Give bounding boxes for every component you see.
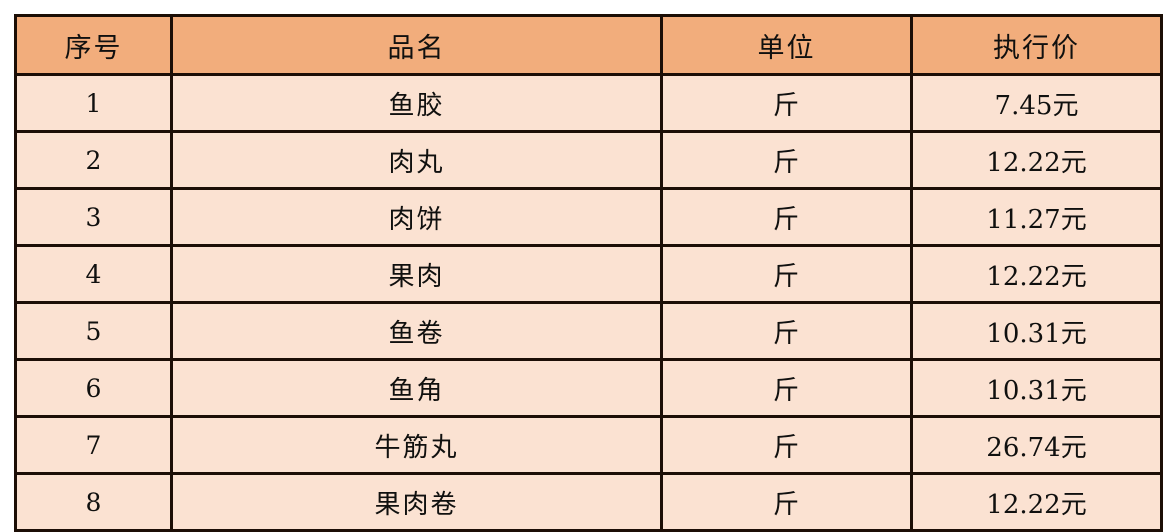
cell-name: 肉饼: [170, 187, 663, 247]
column-header-price: 执行价: [910, 14, 1163, 76]
cell-unit: 斤: [660, 415, 913, 475]
cell-name: 鱼胶: [170, 73, 663, 133]
cell-unit: 斤: [660, 187, 913, 247]
cell-unit: 斤: [660, 130, 913, 190]
cell-unit: 斤: [660, 301, 913, 361]
cell-price: 12.22元: [910, 130, 1163, 190]
cell-index: 1: [14, 73, 173, 133]
cell-price: 10.31元: [910, 358, 1163, 418]
cell-name: 鱼角: [170, 358, 663, 418]
cell-index: 8: [14, 472, 173, 532]
cell-unit: 斤: [660, 73, 913, 133]
price-table-container: 序号 品名 单位 执行价 1 鱼胶 斤 7.45元 2 肉丸 斤 12.22元: [14, 14, 1163, 532]
column-header-unit: 单位: [660, 14, 913, 76]
cell-name: 果肉: [170, 244, 663, 304]
cell-name: 牛筋丸: [170, 415, 663, 475]
cell-index: 3: [14, 187, 173, 247]
cell-unit: 斤: [660, 358, 913, 418]
column-header-index: 序号: [14, 14, 173, 76]
table-row: 4 果肉 斤 12.22元: [14, 244, 1163, 304]
table-row: 1 鱼胶 斤 7.45元: [14, 73, 1163, 133]
page-root: 序号 品名 单位 执行价 1 鱼胶 斤 7.45元 2 肉丸 斤 12.22元: [14, 14, 1163, 532]
cell-name: 果肉卷: [170, 472, 663, 532]
column-header-name: 品名: [170, 14, 663, 76]
cell-index: 2: [14, 130, 173, 190]
table-row: 5 鱼卷 斤 10.31元: [14, 301, 1163, 361]
cell-price: 12.22元: [910, 472, 1163, 532]
table-row: 6 鱼角 斤 10.31元: [14, 358, 1163, 418]
table-header: 序号 品名 单位 执行价: [14, 14, 1163, 76]
cell-name: 肉丸: [170, 130, 663, 190]
cell-unit: 斤: [660, 244, 913, 304]
table-row: 3 肉饼 斤 11.27元: [14, 187, 1163, 247]
cell-index: 6: [14, 358, 173, 418]
cell-unit: 斤: [660, 472, 913, 532]
cell-index: 4: [14, 244, 173, 304]
cell-price: 26.74元: [910, 415, 1163, 475]
cell-name: 鱼卷: [170, 301, 663, 361]
cell-price: 12.22元: [910, 244, 1163, 304]
cell-price: 11.27元: [910, 187, 1163, 247]
cell-price: 7.45元: [910, 73, 1163, 133]
table-row: 7 牛筋丸 斤 26.74元: [14, 415, 1163, 475]
price-table: 序号 品名 单位 执行价 1 鱼胶 斤 7.45元 2 肉丸 斤 12.22元: [14, 14, 1163, 532]
cell-index: 5: [14, 301, 173, 361]
cell-index: 7: [14, 415, 173, 475]
table-row: 2 肉丸 斤 12.22元: [14, 130, 1163, 190]
table-row: 8 果肉卷 斤 12.22元: [14, 472, 1163, 532]
cell-price: 10.31元: [910, 301, 1163, 361]
header-row: 序号 品名 单位 执行价: [14, 14, 1163, 76]
table-body: 1 鱼胶 斤 7.45元 2 肉丸 斤 12.22元 3 肉饼 斤 11.27元: [14, 73, 1163, 532]
